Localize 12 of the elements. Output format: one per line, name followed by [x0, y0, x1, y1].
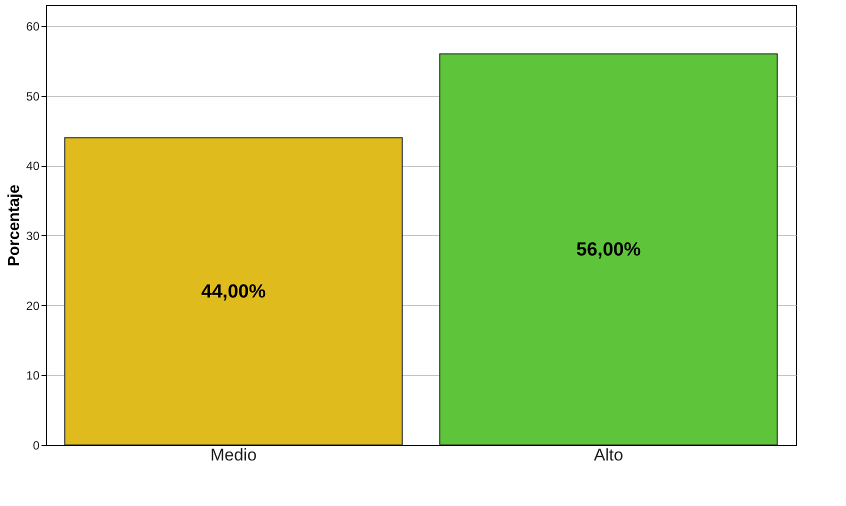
- y-tick-label: 0: [32, 438, 40, 452]
- y-tick-label: 60: [26, 19, 40, 34]
- data-label: 44,00%: [201, 281, 266, 302]
- data-label: 56,00%: [576, 239, 641, 260]
- y-tick-label: 30: [26, 228, 40, 243]
- y-tick-label: 40: [26, 159, 40, 174]
- y-axis-title: Porcentaje: [6, 184, 24, 266]
- x-tick-label: Alto: [594, 446, 624, 464]
- x-tick-label: Medio: [210, 446, 257, 464]
- y-tick-label: 20: [26, 298, 40, 313]
- y-tick-label: 10: [26, 368, 40, 383]
- y-tick-label: 50: [26, 89, 40, 104]
